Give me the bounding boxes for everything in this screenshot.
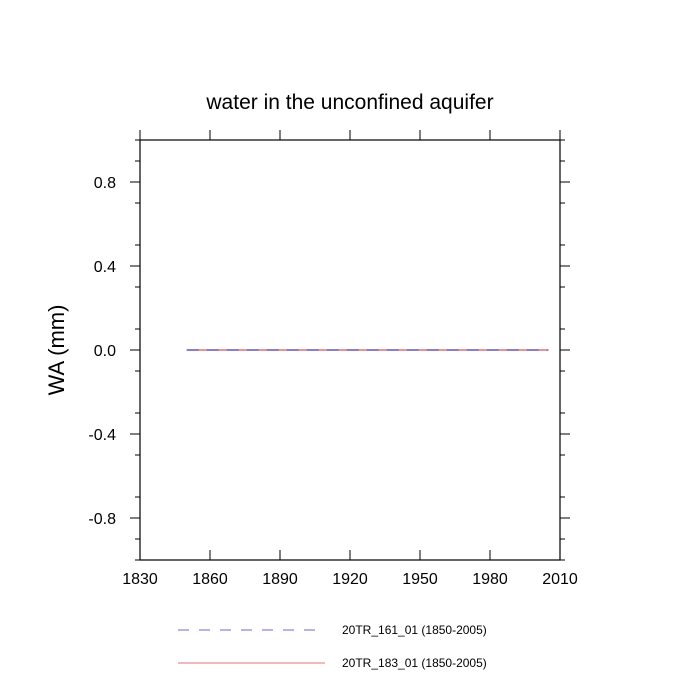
y-tick-label: 0.4 [94,259,116,276]
minor-ticks [135,139,565,561]
x-tick-label: 1920 [332,571,368,588]
y-tick-label: 0.0 [94,343,116,360]
tick-labels: 1830 1860 1890 1920 1950 1980 2010 0.8 0.4 0.0 -0.… [88,175,577,588]
x-tick-label: 1830 [122,571,158,588]
y-axis-label: WA (mm) [44,305,69,396]
y-tick-label: -0.4 [88,427,116,444]
x-tick-label: 1890 [262,571,298,588]
x-tick-label: 1980 [472,571,508,588]
chart-title: water in the unconfined aquifer [205,91,493,114]
legend-label: 20TR_183_01 (1850-2005) [342,656,487,670]
x-tick-label: 1860 [192,571,228,588]
legend: 20TR_161_01 (1850-2005) 20TR_183_01 (1850… [178,623,487,670]
major-ticks [130,130,570,560]
x-tick-label: 2010 [542,571,578,588]
x-tick-label: 1950 [402,571,438,588]
legend-label: 20TR_161_01 (1850-2005) [342,623,487,637]
y-tick-label: -0.8 [88,511,116,528]
y-tick-label: 0.8 [94,175,116,192]
